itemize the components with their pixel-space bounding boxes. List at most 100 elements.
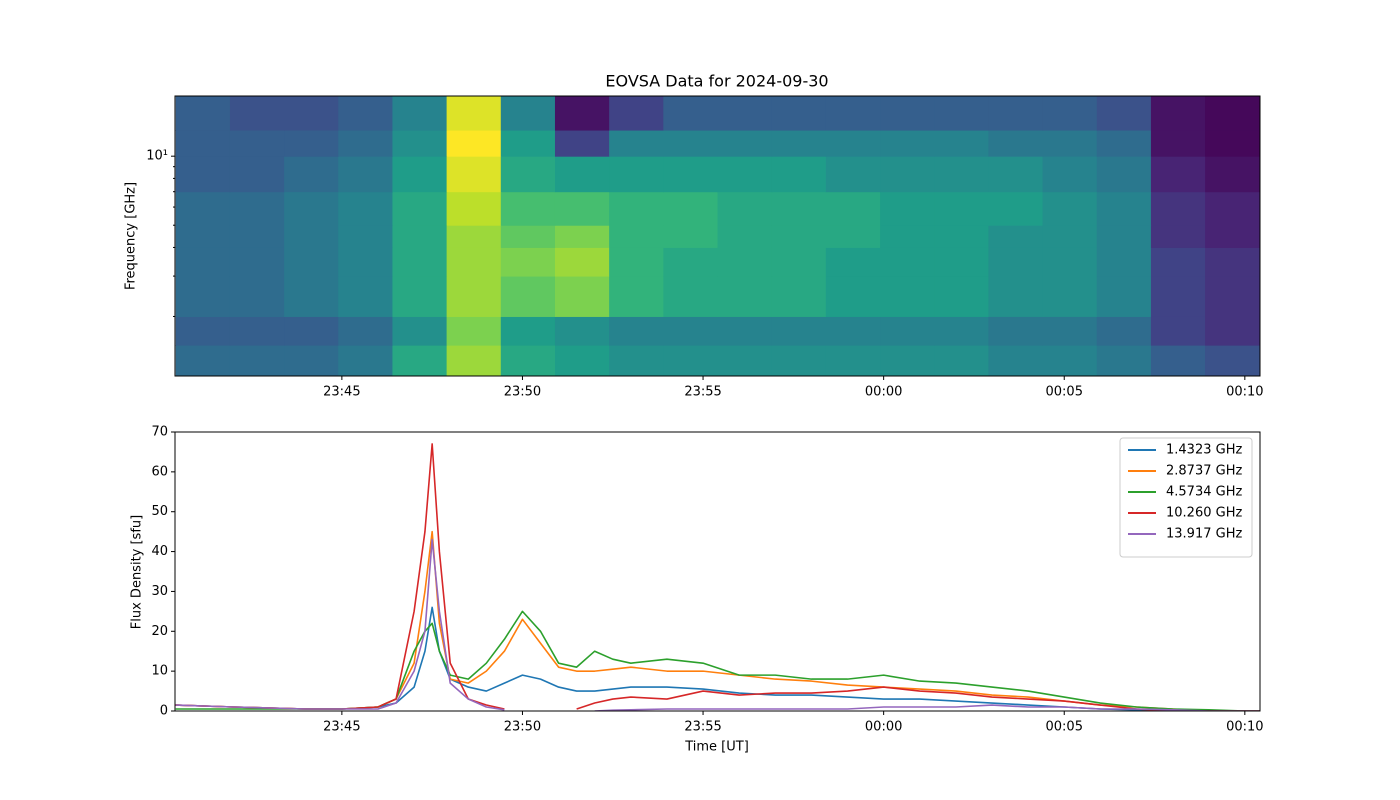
heatmap-cell xyxy=(717,276,773,317)
heatmap-cell xyxy=(771,316,827,346)
heatmap-cell xyxy=(663,96,718,131)
heatmap-cell xyxy=(1150,276,1206,317)
heatmap-cell xyxy=(717,130,773,157)
plot-area xyxy=(175,443,1260,711)
heatmap-cell xyxy=(1042,156,1098,193)
heatmap-cell xyxy=(500,316,556,346)
heatmap-cell xyxy=(1042,191,1098,226)
heatmap-cell xyxy=(338,96,393,131)
plot-area xyxy=(175,96,1260,376)
heatmap-cell xyxy=(392,276,448,317)
heatmap-cell xyxy=(1042,316,1098,346)
heatmap-cell xyxy=(446,276,502,317)
heatmap-cell xyxy=(1096,316,1152,346)
heatmap-cell xyxy=(229,130,285,157)
heatmap-cell xyxy=(1042,345,1098,376)
heatmap-cell xyxy=(392,156,448,193)
heatmap-cell xyxy=(1205,276,1260,317)
heatmap-cell xyxy=(500,225,556,248)
heatmap-cell xyxy=(500,96,556,131)
heatmap-cell xyxy=(500,276,556,317)
heatmap-cell xyxy=(1150,130,1206,157)
heatmap-cell xyxy=(229,276,285,317)
heatmap-cell xyxy=(1150,316,1206,346)
heatmap-cell xyxy=(392,130,448,157)
x-tick-label: 00:05 xyxy=(1046,385,1083,400)
heatmap-cell xyxy=(934,247,989,277)
heatmap-cell xyxy=(663,316,718,346)
heatmap-cell xyxy=(229,156,285,193)
heatmap-cell xyxy=(554,345,610,376)
heatmap-cell xyxy=(1096,276,1152,317)
heatmap-cell xyxy=(1150,96,1206,131)
heatmap-cell xyxy=(446,191,502,226)
heatmap-cell xyxy=(717,316,773,346)
heatmap-cell xyxy=(880,276,935,317)
heatmap-cell xyxy=(392,316,448,346)
heatmap-cell xyxy=(554,225,610,248)
heatmap-cell xyxy=(988,96,1044,131)
x-tick-label: 00:05 xyxy=(1046,720,1083,735)
heatmap-cell xyxy=(446,156,502,193)
heatmap-cell xyxy=(825,191,881,226)
heatmap-cell xyxy=(446,96,502,131)
heatmap-cell xyxy=(717,247,773,277)
heatmap-cell xyxy=(1096,225,1152,248)
heatmap-cell xyxy=(609,247,664,277)
legend-label: 13.917 GHz xyxy=(1166,527,1242,542)
heatmap-cell xyxy=(229,96,285,131)
heatmap-cell xyxy=(554,156,610,193)
heatmap-cell xyxy=(609,316,664,346)
y-tick-label: 40 xyxy=(151,544,168,559)
heatmap-cell xyxy=(988,130,1044,157)
heatmap-cell xyxy=(663,247,718,277)
heatmap-cell xyxy=(392,96,448,131)
heatmap-cell xyxy=(392,247,448,277)
x-axis-label: Time [UT] xyxy=(684,740,749,755)
heatmap-cell xyxy=(500,345,556,376)
heatmap-cell xyxy=(988,316,1044,346)
heatmap-cell xyxy=(1150,345,1206,376)
heatmap-cell xyxy=(446,247,502,277)
y-axis-label: Frequency [GHz] xyxy=(124,182,139,290)
heatmap-cell xyxy=(825,276,881,317)
heatmap-cell xyxy=(663,191,718,226)
heatmap-cell xyxy=(500,191,556,226)
heatmap-cell xyxy=(988,276,1044,317)
y-tick-label: 60 xyxy=(151,464,168,479)
heatmap-cell xyxy=(175,276,231,317)
heatmap-cell xyxy=(175,130,231,157)
heatmap-cell xyxy=(338,156,393,193)
heatmap-cell xyxy=(717,345,773,376)
heatmap-cell xyxy=(284,345,339,376)
heatmap-cell xyxy=(880,96,935,131)
heatmap-cell xyxy=(338,225,393,248)
heatmap-cell xyxy=(934,316,989,346)
heatmap-cell xyxy=(1042,276,1098,317)
heatmap-cell xyxy=(1096,96,1152,131)
heatmap-cell xyxy=(1205,345,1260,376)
y-tick-label: 0 xyxy=(160,704,168,719)
line-series xyxy=(175,538,1260,711)
heatmap-cell xyxy=(175,247,231,277)
heatmap-cell xyxy=(1042,225,1098,248)
heatmap-cell xyxy=(934,96,989,131)
heatmap-cell xyxy=(1042,130,1098,157)
heatmap-cell xyxy=(338,191,393,226)
heatmap-cell xyxy=(284,156,339,193)
heatmap-cell xyxy=(609,156,664,193)
y-axis-label: Flux Density [sfu] xyxy=(130,515,145,629)
heatmap-cell xyxy=(880,316,935,346)
heatmap-cell xyxy=(825,247,881,277)
heatmap-cell xyxy=(988,247,1044,277)
heatmap-cell xyxy=(934,276,989,317)
x-tick-label: 00:00 xyxy=(865,385,902,400)
heatmap-cell xyxy=(771,130,827,157)
x-tick-label: 00:10 xyxy=(1226,720,1263,735)
heatmap-cell xyxy=(1042,247,1098,277)
heatmap-cell xyxy=(175,156,231,193)
heatmap-cell xyxy=(1205,156,1260,193)
heatmap-cell xyxy=(771,345,827,376)
heatmap-cell xyxy=(175,96,231,131)
